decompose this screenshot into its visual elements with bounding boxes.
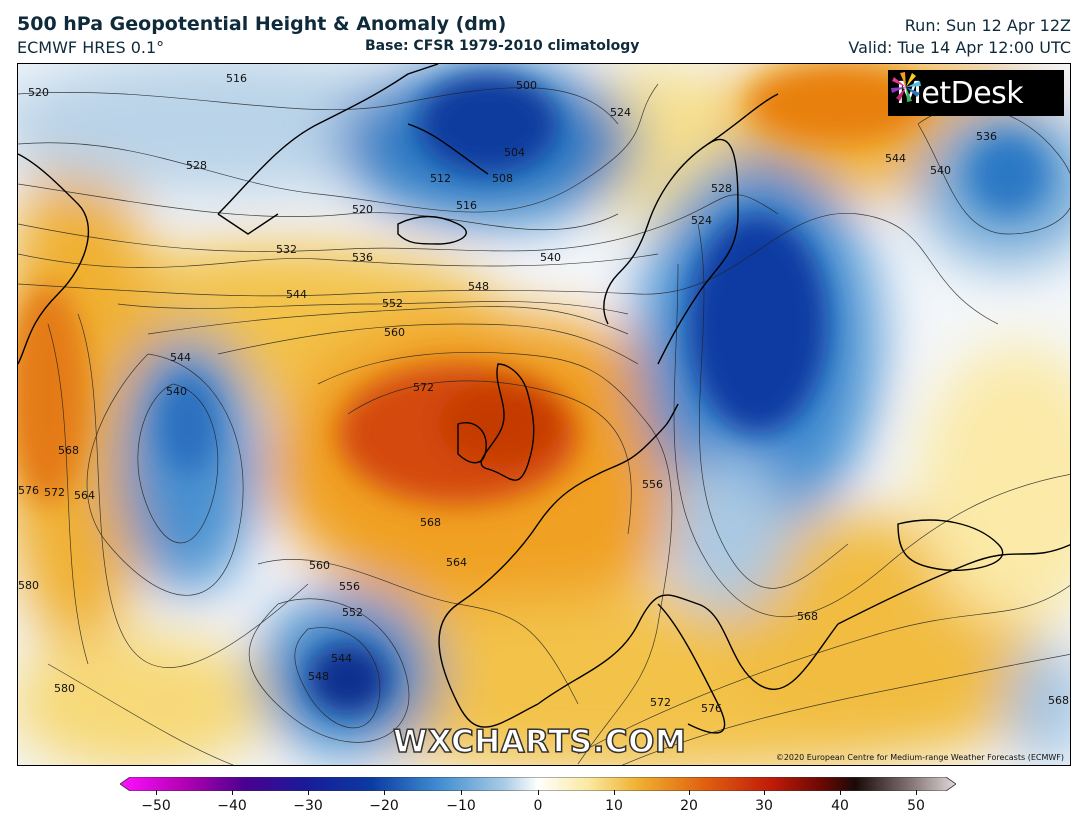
coastlines [18,64,1070,734]
copyright-notice: ©2020 European Centre for Medium-range W… [775,753,1064,762]
contour-label: 564 [446,556,467,569]
contour-label: 580 [54,682,75,695]
contour-label: 528 [186,159,207,172]
tick-mark [840,790,841,795]
contour-label: 516 [456,199,477,212]
contour-label: 544 [286,288,307,301]
contour-label: 560 [384,326,405,339]
contour-label: 572 [44,486,65,499]
contour-label: 540 [166,385,187,398]
contour-label: 552 [342,606,363,619]
tick-mark [461,790,462,795]
model-label: ECMWF HRES 0.1° [17,38,165,57]
pinwheel-icon [891,72,921,102]
contour-label: 564 [74,489,95,502]
base-climatology-label: Base: CFSR 1979-2010 climatology [365,38,640,54]
tick-mark [308,790,309,795]
watermark: WXCHARTS.COM [392,723,687,761]
colorbar-ticks: −50 −40 −30 −20 −10 0 10 20 30 40 50 [120,790,956,820]
tick-label: −30 [293,798,323,814]
contour-label: 544 [331,652,352,665]
contour-label: 540 [540,251,561,264]
metdesk-logo: MetDesk [888,70,1064,116]
contour-label: 512 [430,172,451,185]
height-contours [18,83,1070,765]
tick-mark [614,790,615,795]
tick-mark [232,790,233,795]
tick-mark [916,790,917,795]
contour-label: 568 [797,610,818,623]
contour-label: 568 [1048,694,1069,707]
contour-label: 500 [516,79,537,92]
tick-label: −50 [141,798,171,814]
map-canvas: 516 520 500 524 528 504 508 512 516 520 … [18,64,1070,765]
tick-mark [384,790,385,795]
contour-label: 536 [352,251,373,264]
anomaly-field [18,64,1070,765]
contour-label: 548 [468,280,489,293]
contour-label: 552 [382,297,403,310]
contour-label: 568 [58,444,79,457]
contour-label-group: 516 520 500 524 528 504 508 512 516 520 … [18,72,1069,715]
tick-label: −40 [217,798,247,814]
contour-label: 528 [711,182,732,195]
tick-mark [538,790,539,795]
tick-mark [689,790,690,795]
tick-label: −10 [446,798,476,814]
contour-label: 580 [18,579,39,592]
tick-label: 0 [533,798,543,814]
colorbar [119,776,957,792]
contour-label: 548 [308,670,329,683]
tick-label: 30 [755,798,773,814]
contour-label: 536 [976,130,997,143]
contour-label: 576 [701,702,722,715]
tick-mark [764,790,765,795]
tick-label: 50 [907,798,925,814]
tick-label: 40 [831,798,849,814]
contour-label: 508 [492,172,513,185]
contour-label: 572 [650,696,671,709]
contour-label: 556 [642,478,663,491]
tick-label: −20 [369,798,399,814]
contour-label: 524 [691,214,712,227]
run-time-label: Run: Sun 12 Apr 12Z [904,16,1071,35]
tick-label: 10 [605,798,623,814]
contour-label: 540 [930,164,951,177]
contour-label: 524 [610,106,631,119]
valid-time-label: Valid: Tue 14 Apr 12:00 UTC [848,38,1071,57]
contour-label: 544 [170,351,191,364]
contour-label: 532 [276,243,297,256]
contour-label: 520 [352,203,373,216]
contour-label: 560 [309,559,330,572]
contour-label: 544 [885,152,906,165]
contour-label: 520 [28,86,49,99]
tick-mark [156,790,157,795]
chart-title: 500 hPa Geopotential Height & Anomaly (d… [17,13,507,35]
contour-label: 516 [226,72,247,85]
contour-label: 568 [420,516,441,529]
contour-label: 556 [339,580,360,593]
weather-map[interactable]: 516 520 500 524 528 504 508 512 516 520 … [17,63,1071,766]
contour-label: 572 [413,381,434,394]
contour-label: 576 [18,484,39,497]
colorbar-gradient [119,776,957,792]
contour-label: 504 [504,146,525,159]
tick-label: 20 [680,798,698,814]
